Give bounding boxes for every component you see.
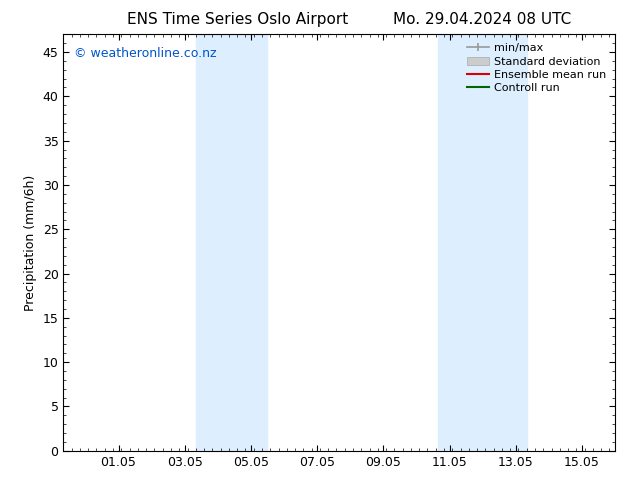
Y-axis label: Precipitation (mm/6h): Precipitation (mm/6h): [24, 174, 37, 311]
Bar: [439, 34, 527, 451]
Text: Mo. 29.04.2024 08 UTC: Mo. 29.04.2024 08 UTC: [393, 12, 571, 27]
Legend: min/max, Standard deviation, Ensemble mean run, Controll run: min/max, Standard deviation, Ensemble me…: [464, 40, 609, 97]
Text: © weatheronline.co.nz: © weatheronline.co.nz: [74, 47, 217, 60]
Text: ENS Time Series Oslo Airport: ENS Time Series Oslo Airport: [127, 12, 348, 27]
Bar: [196, 34, 268, 451]
